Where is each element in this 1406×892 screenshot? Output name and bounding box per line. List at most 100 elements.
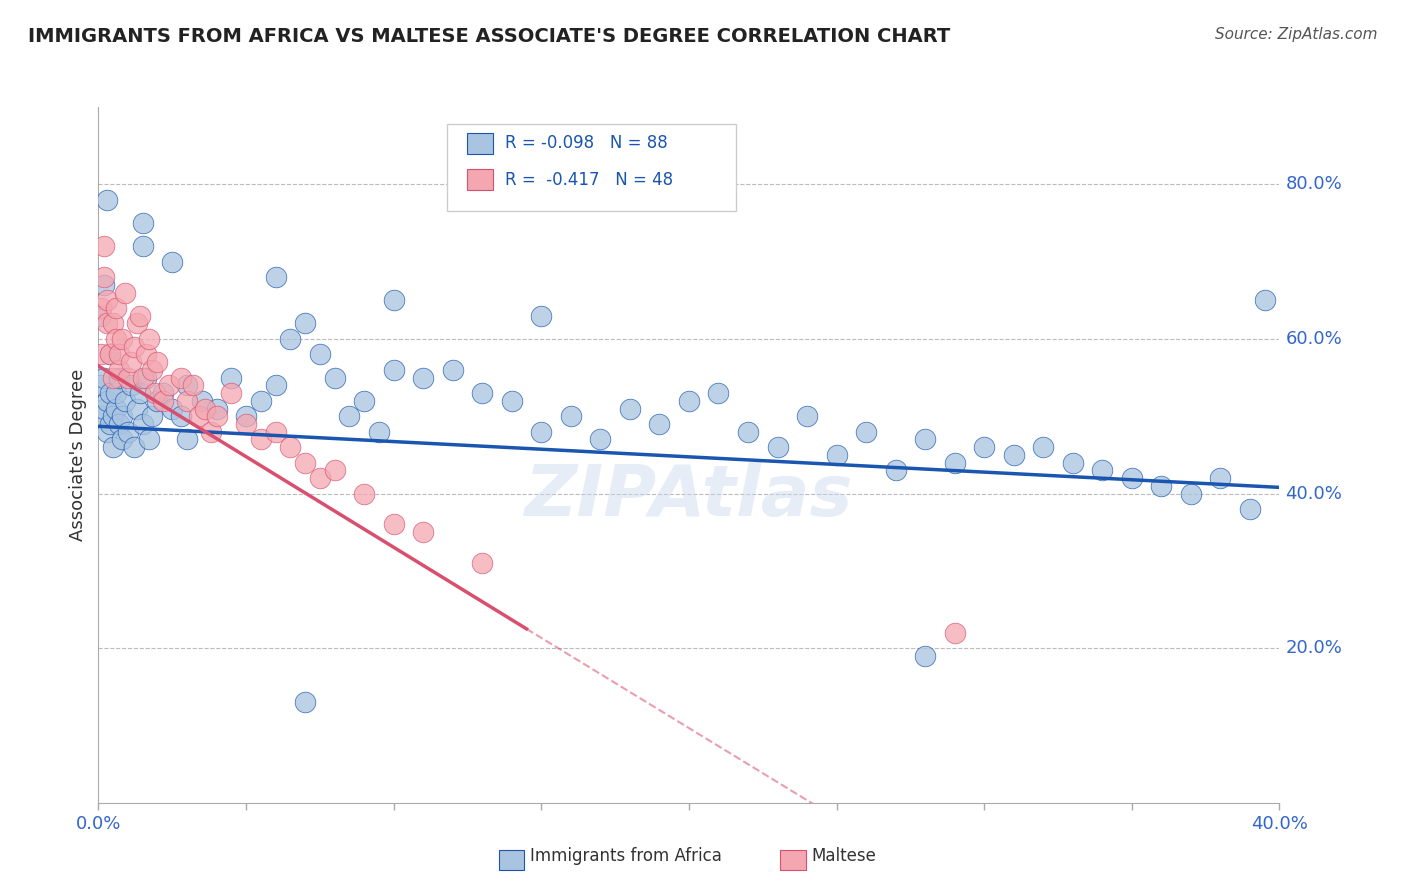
Point <box>176 378 198 392</box>
Point <box>132 239 155 253</box>
Point <box>278 332 302 346</box>
Point <box>135 347 157 361</box>
Point <box>530 309 553 323</box>
Point <box>1091 463 1114 477</box>
Point <box>152 386 174 401</box>
Point <box>98 417 121 431</box>
Point <box>176 433 198 447</box>
Point <box>884 463 907 477</box>
Point <box>278 440 302 454</box>
Text: 20.0%: 20.0% <box>1285 640 1343 657</box>
Point <box>219 386 242 401</box>
Point <box>707 386 730 401</box>
Point <box>105 401 128 416</box>
Text: 60.0%: 60.0% <box>1285 330 1343 348</box>
Text: 80.0%: 80.0% <box>1285 176 1343 194</box>
Point <box>382 293 405 308</box>
Y-axis label: Associate's Degree: Associate's Degree <box>69 368 87 541</box>
Point <box>141 363 163 377</box>
Point <box>103 409 125 424</box>
Point <box>337 409 360 424</box>
Point <box>264 270 287 285</box>
Point <box>471 556 494 570</box>
Point <box>105 386 128 401</box>
Text: IMMIGRANTS FROM AFRICA VS MALTESE ASSOCIATE'S DEGREE CORRELATION CHART: IMMIGRANTS FROM AFRICA VS MALTESE ASSOCI… <box>28 27 950 45</box>
Point <box>108 370 131 384</box>
Point <box>98 347 121 361</box>
Point <box>412 370 434 384</box>
Point <box>132 417 155 431</box>
Point <box>191 393 214 408</box>
Point <box>96 193 118 207</box>
Point <box>309 347 332 361</box>
Point <box>98 347 121 361</box>
Point <box>122 440 145 454</box>
Point <box>1209 471 1232 485</box>
Point <box>382 517 405 532</box>
Point <box>323 370 346 384</box>
Point <box>181 378 204 392</box>
Point <box>219 370 242 384</box>
Point <box>128 386 150 401</box>
Point <box>90 409 112 424</box>
Point <box>1062 456 1084 470</box>
Point <box>96 425 118 439</box>
Point <box>120 378 142 392</box>
Point <box>90 309 112 323</box>
Point <box>108 417 131 431</box>
Point <box>108 363 131 377</box>
Point <box>96 317 118 331</box>
Point <box>114 393 136 408</box>
Text: R = -0.098   N = 88: R = -0.098 N = 88 <box>505 134 668 152</box>
Point <box>103 440 125 454</box>
Point <box>200 425 222 439</box>
FancyBboxPatch shape <box>447 124 737 211</box>
Point <box>323 463 346 477</box>
Point <box>205 401 228 416</box>
Point <box>132 216 155 230</box>
Point <box>93 401 115 416</box>
Text: 40.0%: 40.0% <box>1285 484 1343 502</box>
Point <box>90 347 112 361</box>
Point <box>530 425 553 439</box>
Point <box>128 309 150 323</box>
Point <box>825 448 848 462</box>
Point <box>796 409 818 424</box>
Point <box>294 695 316 709</box>
Point <box>103 370 125 384</box>
Point <box>368 425 391 439</box>
Point <box>176 393 198 408</box>
Point <box>560 409 582 424</box>
Point <box>678 393 700 408</box>
Text: Maltese: Maltese <box>811 847 876 865</box>
Point <box>1002 448 1025 462</box>
Point <box>122 340 145 354</box>
Point <box>143 386 166 401</box>
Point <box>501 393 523 408</box>
Point <box>135 370 157 384</box>
Point <box>412 525 434 540</box>
Point <box>1239 502 1261 516</box>
Point <box>93 370 115 384</box>
Point <box>125 401 148 416</box>
Point <box>117 425 139 439</box>
Point <box>1150 479 1173 493</box>
Point <box>96 293 118 308</box>
Point <box>294 456 316 470</box>
Point <box>205 409 228 424</box>
Point <box>93 239 115 253</box>
Point <box>914 433 936 447</box>
Point <box>914 648 936 663</box>
Point <box>943 456 966 470</box>
Point <box>250 433 273 447</box>
Point <box>146 393 169 408</box>
Point <box>117 370 139 384</box>
Point <box>619 401 641 416</box>
Point <box>132 370 155 384</box>
Point <box>90 301 112 315</box>
Point <box>471 386 494 401</box>
Point <box>141 409 163 424</box>
Point <box>737 425 759 439</box>
Point <box>103 317 125 331</box>
Point <box>235 417 257 431</box>
